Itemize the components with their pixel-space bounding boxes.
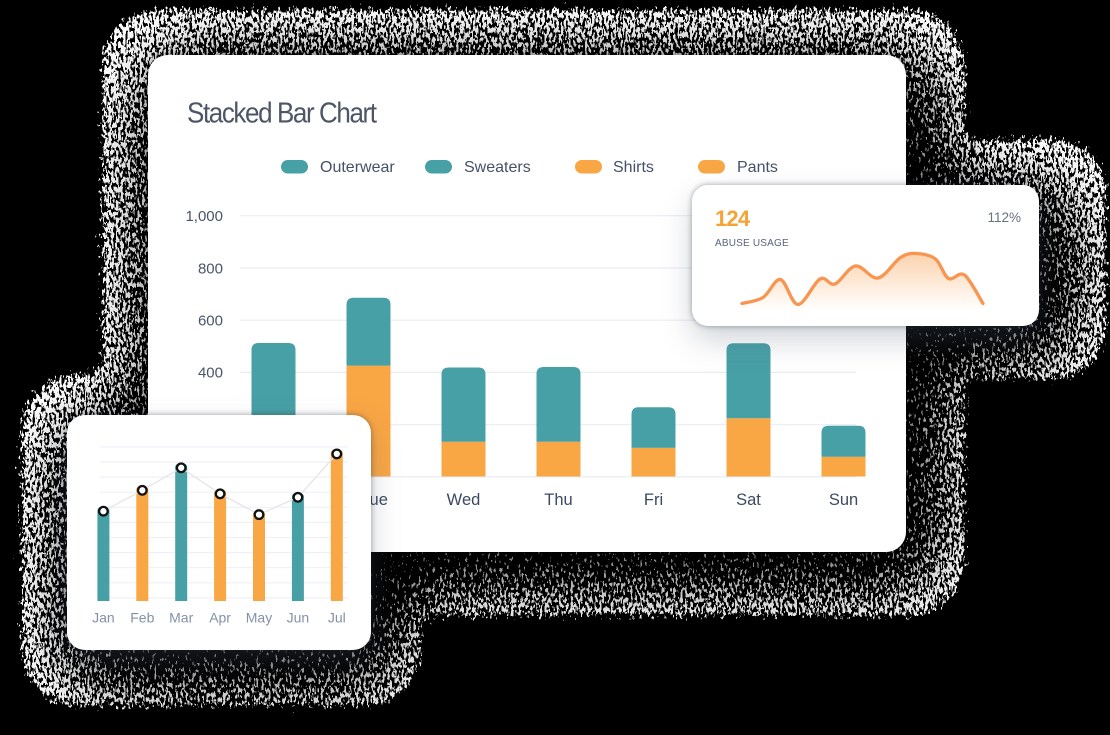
svg-text:124: 124: [715, 206, 751, 231]
svg-text:Sweaters: Sweaters: [464, 159, 531, 176]
svg-text:Apr: Apr: [209, 610, 231, 626]
svg-text:Sat: Sat: [736, 491, 761, 509]
svg-text:Thu: Thu: [544, 491, 572, 509]
svg-text:400: 400: [198, 365, 223, 382]
svg-text:Shirts: Shirts: [613, 159, 654, 176]
svg-text:Jan: Jan: [92, 610, 115, 626]
svg-text:Pants: Pants: [737, 159, 778, 176]
svg-text:Outerwear: Outerwear: [320, 159, 395, 176]
svg-text:Jul: Jul: [328, 610, 346, 626]
svg-text:800: 800: [198, 260, 223, 277]
svg-text:Fri: Fri: [644, 491, 663, 509]
svg-text:ABUSE USAGE: ABUSE USAGE: [715, 238, 789, 249]
svg-text:May: May: [246, 610, 272, 626]
svg-text:Jun: Jun: [287, 610, 310, 626]
svg-text:Mar: Mar: [169, 610, 193, 626]
svg-text:Stacked Bar Chart: Stacked Bar Chart: [187, 96, 377, 128]
svg-text:Feb: Feb: [130, 610, 154, 626]
svg-text:600: 600: [198, 313, 223, 330]
svg-text:112%: 112%: [987, 210, 1021, 225]
svg-text:Sun: Sun: [829, 491, 858, 509]
svg-text:Wed: Wed: [447, 491, 481, 509]
svg-text:1,000: 1,000: [185, 208, 223, 225]
